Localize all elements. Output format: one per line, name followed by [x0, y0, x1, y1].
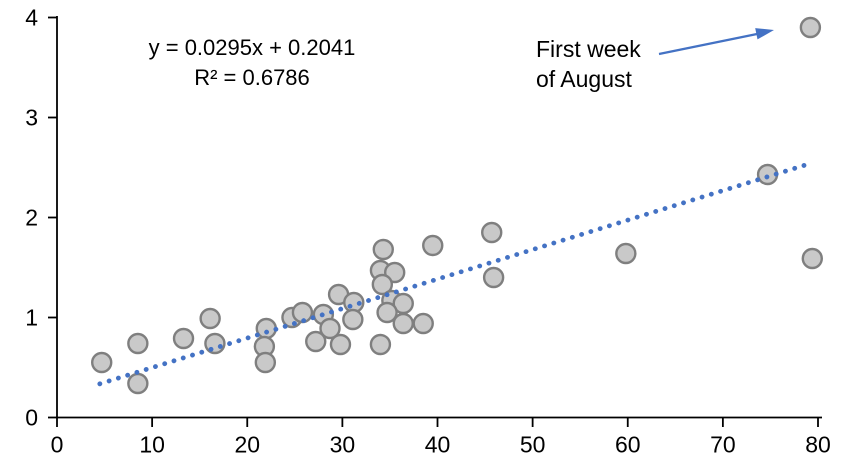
- x-axis-tick-label: 60: [615, 432, 641, 458]
- scatter-point: [199, 307, 221, 330]
- y-axis-tick-label: 2: [25, 205, 38, 231]
- scatter-point: [254, 351, 277, 374]
- scatter-point: [392, 312, 414, 335]
- x-axis-tick-label: 20: [234, 432, 260, 458]
- x-axis-tick-label: 0: [51, 432, 64, 458]
- x-axis-tick-label: 80: [805, 432, 831, 458]
- scatter-point: [172, 327, 195, 350]
- scatter-point: [481, 221, 503, 244]
- scatter-point: [376, 301, 398, 324]
- scatter-point: [482, 266, 505, 289]
- annotation-text-line1: First week: [536, 36, 641, 62]
- y-axis-tick-label: 0: [25, 405, 38, 431]
- scatter-point: [369, 333, 392, 356]
- scatter-point: [422, 234, 444, 257]
- scatter-point: [371, 273, 394, 296]
- scatter-point: [801, 247, 823, 270]
- x-axis-tick-label: 70: [710, 432, 736, 458]
- scatter-point: [127, 332, 149, 355]
- scatter-point: [412, 312, 434, 335]
- x-axis-tick-label: 50: [520, 432, 546, 458]
- scatter-point: [127, 372, 149, 395]
- scatter-points-layer: [91, 16, 823, 395]
- y-axis-tick-label: 1: [25, 305, 38, 331]
- annotation-text-line2: of August: [536, 66, 633, 92]
- scatter-point: [305, 330, 327, 353]
- y-axis-tick-label: 3: [25, 105, 38, 131]
- scatter-point: [342, 308, 364, 331]
- trendline: [97, 160, 814, 387]
- x-axis-tick-label: 10: [139, 432, 165, 458]
- scatter-point: [372, 238, 394, 261]
- scatter-point: [615, 242, 637, 265]
- trendline-equation-label: y = 0.0295x + 0.2041: [149, 35, 356, 60]
- x-axis-tick-label: 30: [330, 432, 356, 458]
- scatter-point: [319, 317, 341, 340]
- y-axis-tick-label: 4: [25, 5, 38, 31]
- scatter-point: [799, 16, 822, 39]
- x-axis-tick-label: 40: [425, 432, 451, 458]
- scatter-point: [204, 332, 226, 355]
- scatter-point: [329, 333, 352, 356]
- trendline-layer: [97, 160, 814, 387]
- annotation-arrow-icon: [658, 28, 774, 56]
- scatter-point: [91, 351, 113, 374]
- trendline-r-squared-label: R² = 0.6786: [194, 65, 310, 90]
